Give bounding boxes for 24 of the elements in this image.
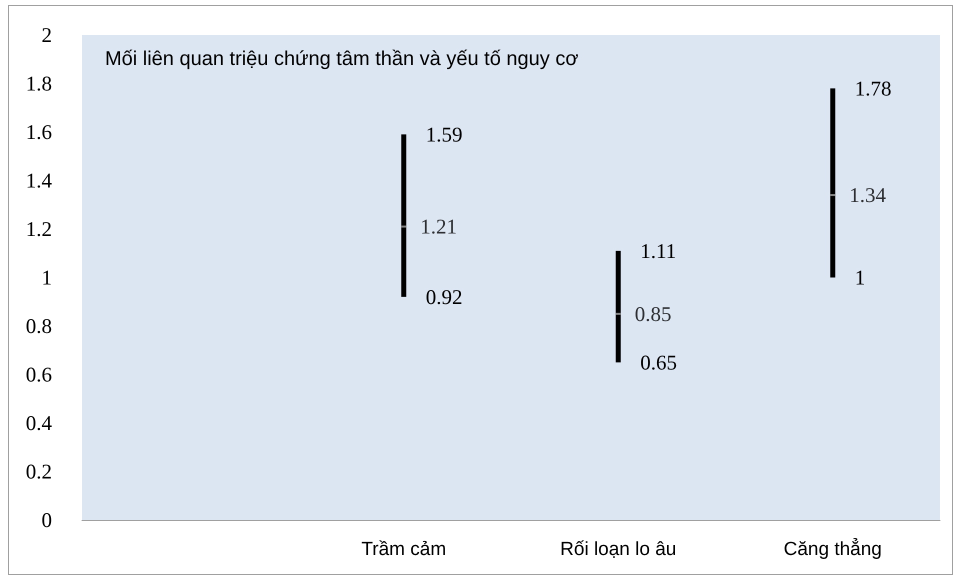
text: Mối liên quan triệu chứng tâm thần và yếu tố nguy cơ: [105, 48, 578, 70]
annotation: 1.59: [426, 122, 462, 146]
y-tick-label: 1.6: [26, 120, 52, 144]
y-tick-label: 1.2: [26, 217, 52, 241]
annotation: 1: [854, 266, 866, 290]
y-tick-label: 0.6: [26, 362, 52, 386]
y-tick-label: 0: [42, 508, 52, 532]
y-tick-label: 2: [42, 23, 52, 47]
y-tick-label: 0.8: [26, 314, 52, 338]
annotation: 0.92: [426, 284, 462, 309]
x-tick-label: Trầm cảm: [361, 539, 446, 560]
y-tick-label: 1.8: [26, 72, 52, 96]
x-tick-label: Rối loạn lo âu: [560, 539, 676, 560]
annotation: 1.11: [640, 238, 676, 263]
y-tick-label: 1.4: [26, 168, 52, 192]
data-label: 1.21: [420, 214, 457, 239]
annotation: 1.78: [854, 76, 892, 100]
y-tick-label: 0.2: [26, 460, 52, 484]
x-tick-label: Căng thẳng: [784, 537, 882, 560]
data-label: 0.85: [634, 302, 672, 326]
data-label: 1.34: [849, 183, 886, 208]
annotation: 0.65: [640, 350, 677, 374]
y-tick-label: 1: [42, 266, 52, 290]
y-tick-label: 0.4: [26, 411, 52, 435]
